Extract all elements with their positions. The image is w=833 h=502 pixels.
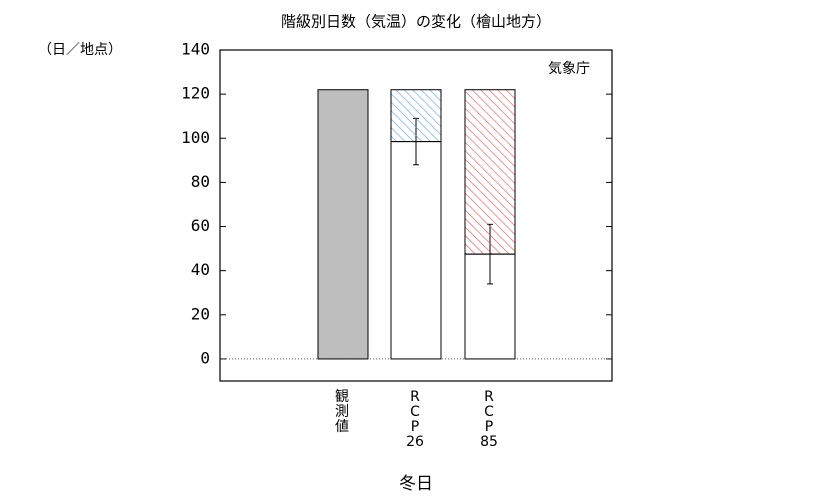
y-tick-label: 100 [181, 128, 210, 147]
y-unit: （日／地点） [38, 42, 122, 58]
y-tick-label: 120 [181, 84, 210, 103]
x-tick-label: C [484, 404, 494, 420]
y-tick-label: 0 [200, 348, 210, 367]
bar-segment [390, 141, 442, 360]
plot-frame [219, 49, 613, 382]
x-tick-label: P [485, 419, 493, 435]
x-tick-label: P [411, 419, 419, 435]
x-tick-label: R [484, 389, 494, 405]
x-tick-label: R [410, 389, 420, 405]
y-tick-label: 140 [181, 40, 210, 59]
y-tick-label: 40 [191, 260, 210, 279]
x-tick-label: 26 [406, 434, 424, 450]
bar-segment [464, 89, 516, 255]
x-tick-label: C [410, 404, 420, 420]
x-tick-label: 85 [480, 434, 498, 450]
x-tick-label: 観 [335, 388, 349, 405]
chart-title: 階級別日数（気温）の変化（檜山地方） [281, 13, 551, 31]
bar-segment [317, 89, 369, 360]
x-tick-label: 測 [335, 404, 349, 420]
x-tick-label: 値 [335, 419, 349, 435]
x-axis-label: 冬日 [399, 474, 433, 494]
y-tick-label: 60 [191, 216, 210, 235]
y-tick-label: 80 [191, 172, 210, 191]
annotation: 気象庁 [548, 61, 590, 77]
y-tick-label: 20 [191, 304, 210, 323]
bar-segment [390, 89, 442, 143]
